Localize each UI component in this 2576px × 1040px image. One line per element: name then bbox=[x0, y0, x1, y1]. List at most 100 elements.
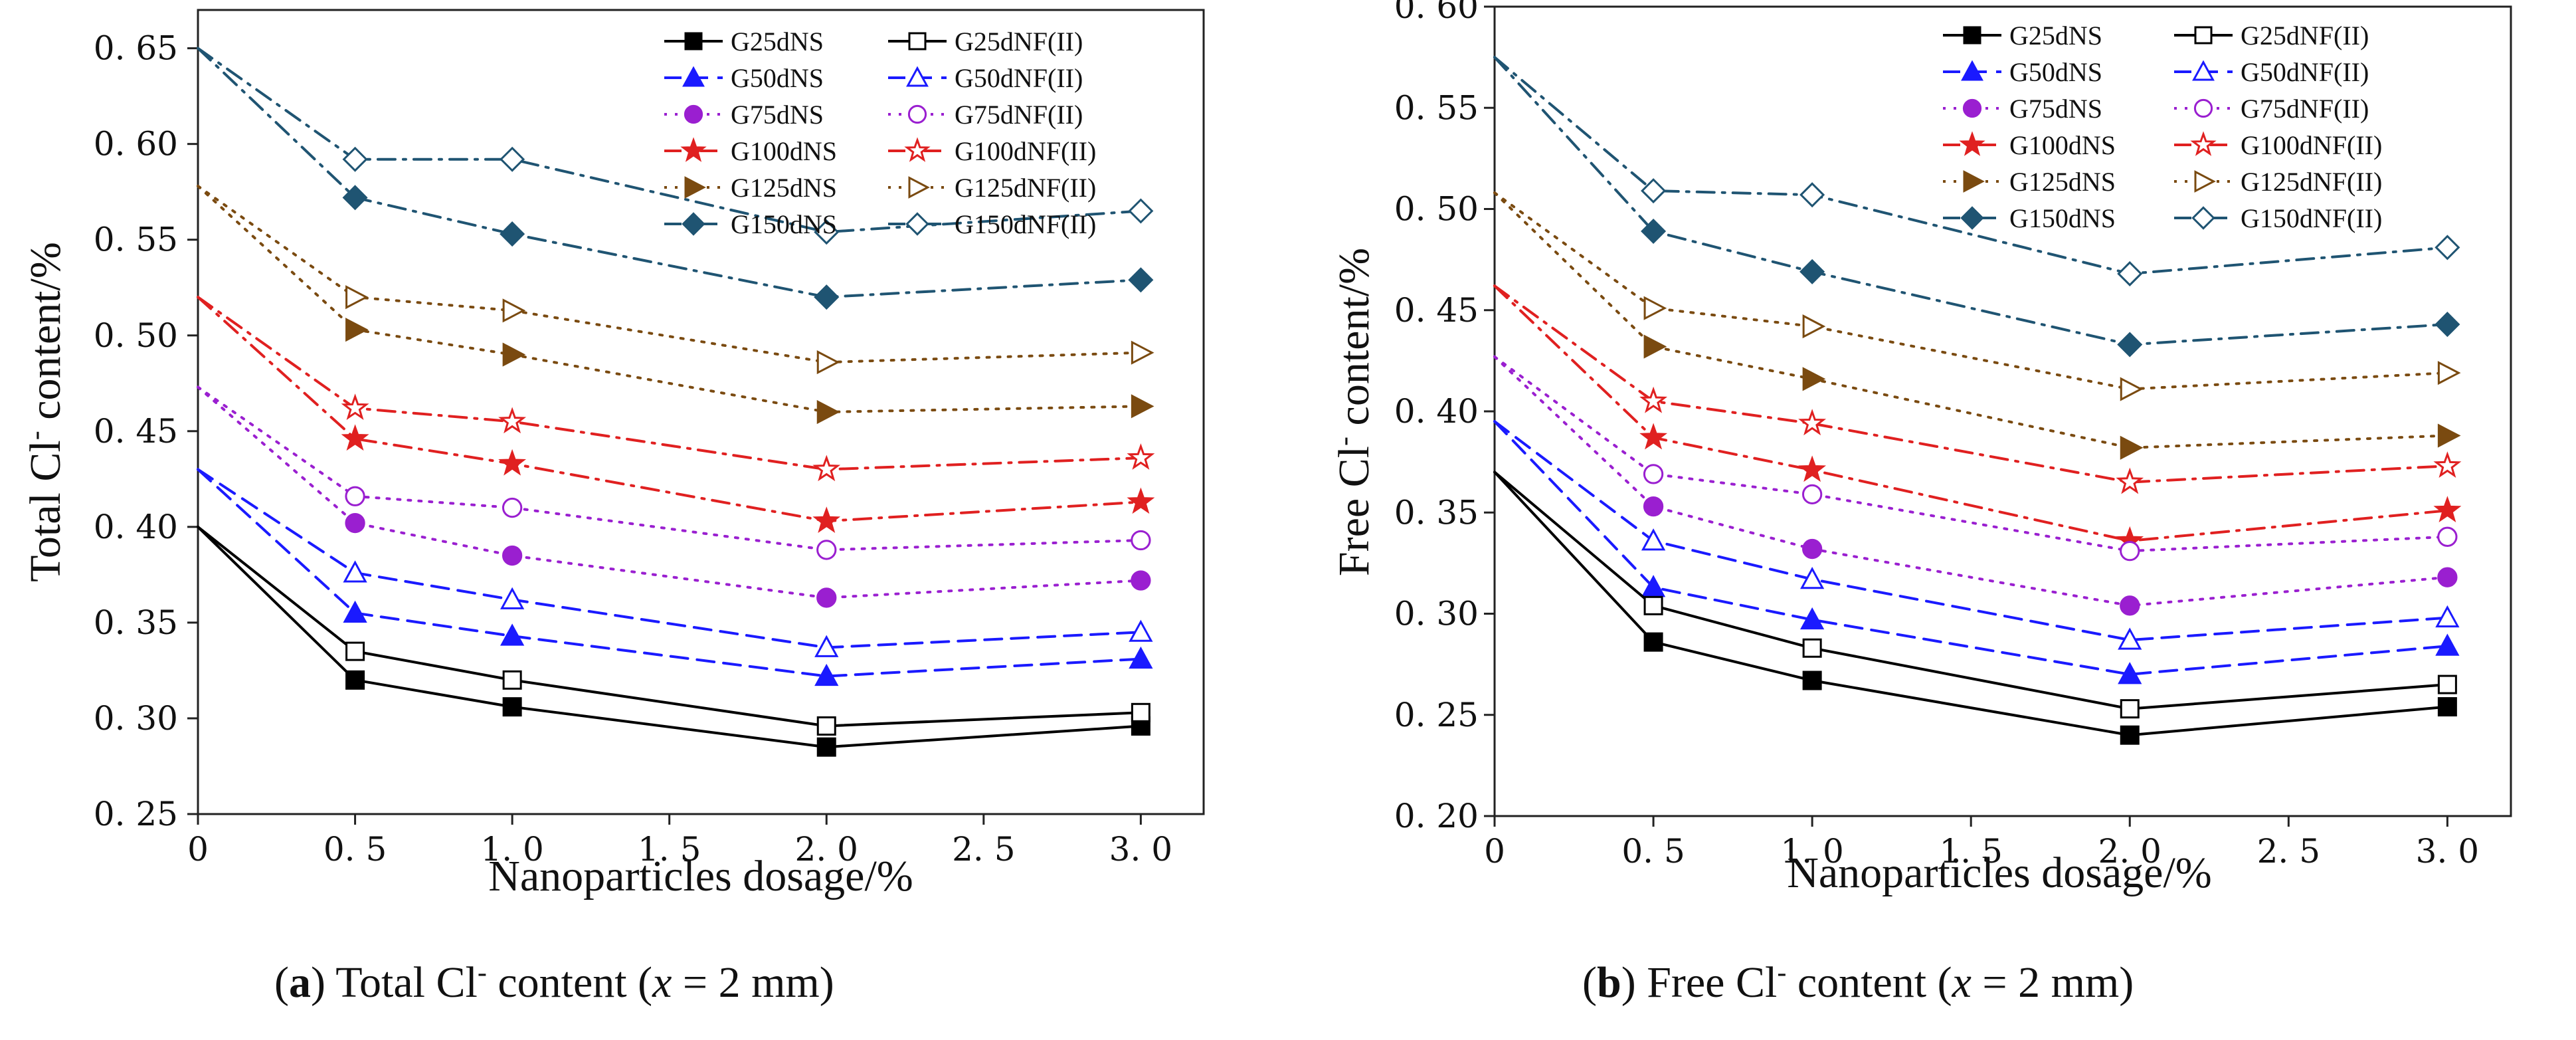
chart-b-legend-label-g50dns: G50dNS bbox=[2009, 57, 2102, 87]
chart-a-series-line-g50dnfii bbox=[197, 468, 1143, 649]
caption-a-sup: - bbox=[477, 958, 487, 988]
chart-b-legend-label-g75dns: G75dNS bbox=[2009, 94, 2102, 124]
chart-b-legend-label-g125dnfii: G125dNF(II) bbox=[2241, 167, 2382, 197]
chart-a-legend-marker-g75dns bbox=[684, 104, 703, 124]
chart-a-legend-marker-g125dns bbox=[684, 176, 706, 199]
chart-a-point-g25dnfii bbox=[502, 670, 522, 690]
chart-b-point-g125dnfii bbox=[1643, 296, 1667, 320]
chart-a-ylabel-main: Total Cl bbox=[21, 440, 70, 582]
chart-b-legend-marker-g125dns bbox=[1963, 170, 1985, 193]
chart-b-point-g125dnfii bbox=[2437, 361, 2461, 385]
chart-b-point-g75dnfii bbox=[1801, 484, 1823, 504]
chart-b-point-g75dns bbox=[2437, 567, 2458, 587]
chart-b-point-g75dns bbox=[2120, 595, 2140, 616]
chart-a-point-g125dnfii bbox=[502, 298, 526, 323]
chart-b-ytick-label: 0. 55 bbox=[1394, 88, 1479, 127]
chart-a-point-g100dns bbox=[812, 506, 841, 533]
chart-b-ytick-label: 0. 35 bbox=[1394, 493, 1479, 532]
chart-a-point-g100dns bbox=[498, 449, 527, 476]
chart-b-ytick-label: 0. 50 bbox=[1394, 190, 1479, 229]
chart-a-ytick-label: 0. 45 bbox=[94, 412, 178, 451]
chart-b-series-line-g100dnfii bbox=[1493, 284, 2449, 484]
chart-b-point-g150dns bbox=[1641, 218, 1667, 245]
chart-a-ytick-label: 0. 25 bbox=[94, 795, 178, 833]
chart-a-point-g150dnfii bbox=[1128, 198, 1154, 224]
chart-a-point-g75dns bbox=[345, 512, 365, 534]
chart-a-legend-label-g25dns: G25dNS bbox=[731, 27, 824, 56]
chart-b-ylabel-suffix: content/% bbox=[1330, 248, 1378, 437]
chart-b-legend-label-g150dnfii: G150dNF(II) bbox=[2241, 203, 2382, 233]
chart-a-point-g50dns bbox=[1129, 646, 1153, 669]
chart-b-point-g25dns bbox=[2437, 697, 2457, 717]
chart-b-legend-marker-g100dnfii bbox=[2190, 131, 2217, 156]
chart-b-legend-marker-g75dnfii bbox=[2193, 98, 2213, 118]
caption-a: (a) Total Cl- content (x = 2 mm) bbox=[274, 958, 834, 1007]
caption-b-sup: - bbox=[1777, 958, 1787, 988]
chart-b-point-g100dnfii bbox=[2433, 451, 2462, 478]
chart-a-point-g75dnfii bbox=[1131, 530, 1151, 551]
chart-a-point-g50dnfii bbox=[500, 587, 525, 609]
chart-b-series-line-g50dns bbox=[1493, 420, 2449, 676]
chart-b-series-line-g125dnfii bbox=[1493, 191, 2449, 391]
chart-b-point-g150dns bbox=[2117, 332, 2143, 358]
chart-a-legend-marker-g100dnfii bbox=[904, 137, 931, 162]
chart-a-legend-marker-g25dns bbox=[684, 32, 703, 51]
chart-a-ylabel-sup: - bbox=[21, 431, 51, 440]
chart-a-legend-label-g50dns: G50dNS bbox=[731, 63, 824, 93]
chart-b-ytick-label: 0. 25 bbox=[1394, 696, 1479, 734]
chart-a-point-g50dns bbox=[814, 663, 839, 686]
chart-a-ytick-label: 0. 60 bbox=[94, 125, 178, 163]
chart-b-ytick-label: 0. 45 bbox=[1394, 291, 1479, 330]
chart-a-xtick-label: 2. 5 bbox=[952, 830, 1015, 869]
chart-a-ylabel-suffix: content/% bbox=[21, 242, 70, 431]
chart-a-point-g125dnfii bbox=[1131, 340, 1154, 365]
chart-b-point-g25dnfii bbox=[2120, 699, 2140, 719]
caption-b-text-after: = 2 mm) bbox=[1971, 958, 2134, 1007]
chart-a-legend-marker-g25dnfii bbox=[908, 32, 927, 51]
chart-a-series-line-g75dnfii bbox=[197, 385, 1143, 552]
chart-a-xtick-label: 1. 5 bbox=[638, 830, 701, 869]
chart-a-ytick-label: 0. 30 bbox=[94, 699, 178, 738]
chart-a-point-g125dns bbox=[502, 342, 526, 367]
chart-b-series-line-g75dns bbox=[1493, 355, 2449, 607]
chart-b-legend-marker-g75dns bbox=[1962, 98, 1982, 118]
chart-b-ytick-label: 0. 30 bbox=[1394, 595, 1479, 633]
chart-a-point-g75dns bbox=[816, 587, 837, 608]
chart-a-point-g25dns bbox=[345, 670, 365, 690]
chart-b-series-line-g100dns bbox=[1493, 284, 2449, 542]
chart-b-point-g50dnfii bbox=[1641, 528, 1666, 551]
chart-a-ytick-label: 0. 55 bbox=[94, 221, 178, 259]
chart-a-point-g100dnfii bbox=[812, 455, 841, 482]
chart-b-point-g25dns bbox=[1802, 671, 1822, 690]
chart-b-point-g100dnfii bbox=[1639, 386, 1668, 413]
chart-b-xtick-label: 3. 0 bbox=[2416, 832, 2479, 871]
chart-a-point-g25dnfii bbox=[1131, 702, 1150, 722]
chart-b-ytick-label: 0. 20 bbox=[1394, 797, 1479, 835]
chart-b-point-g100dns bbox=[1798, 455, 1827, 482]
chart-b-point-g150dnfii bbox=[1641, 178, 1667, 204]
caption-b: (b) Free Cl- content (x = 2 mm) bbox=[1582, 958, 2134, 1007]
chart-b-point-g25dnfii bbox=[1802, 638, 1822, 658]
chart-a-point-g75dnfii bbox=[502, 497, 523, 518]
chart-a-legend-label-g125dns: G125dNS bbox=[731, 173, 837, 203]
chart-a-point-g25dns bbox=[816, 737, 836, 757]
chart-b-point-g25dnfii bbox=[1643, 595, 1663, 615]
chart-b-point-g50dns bbox=[2435, 633, 2460, 656]
chart-b-xtick-label: 0. 5 bbox=[1621, 832, 1685, 871]
chart-b-legend-marker-g50dns bbox=[1961, 60, 1983, 81]
chart-b-point-g150dns bbox=[2435, 312, 2460, 338]
chart-a-legend-marker-g50dns bbox=[682, 66, 705, 87]
chart-b-legend-marker-g25dns bbox=[1963, 26, 1981, 45]
chart-b-legend-label-g25dns: G25dNS bbox=[2009, 21, 2102, 51]
chart-a-legend-label-g150dnfii: G150dNF(II) bbox=[955, 209, 1096, 239]
chart-b-legend-label-g125dns: G125dNS bbox=[2009, 167, 2116, 197]
chart-b-xtick-label: 2. 5 bbox=[2257, 832, 2320, 871]
chart-a-ytick-label: 0. 50 bbox=[94, 316, 178, 355]
chart-a-point-g50dns bbox=[500, 623, 525, 646]
chart-b-point-g125dns bbox=[1802, 367, 1826, 391]
chart-a-xtick-label: 0 bbox=[187, 830, 209, 869]
chart-a-point-g150dnfii bbox=[500, 146, 525, 172]
chart-a-point-g100dnfii bbox=[1127, 443, 1155, 470]
chart-a-series-line-g75dns bbox=[197, 385, 1143, 599]
caption-b-letter: b bbox=[1596, 958, 1621, 1007]
